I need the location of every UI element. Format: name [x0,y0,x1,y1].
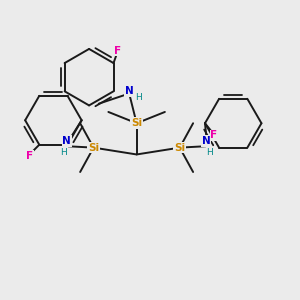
Text: H: H [206,148,213,157]
Text: F: F [210,130,218,140]
Text: N: N [62,136,71,146]
Text: F: F [26,151,33,161]
Text: N: N [125,86,134,96]
Text: Si: Si [174,142,185,153]
Text: N: N [202,136,210,146]
Text: H: H [60,148,67,157]
Text: H: H [135,93,142,102]
Text: Si: Si [88,142,99,153]
Text: F: F [114,46,122,56]
Text: Si: Si [131,118,142,128]
